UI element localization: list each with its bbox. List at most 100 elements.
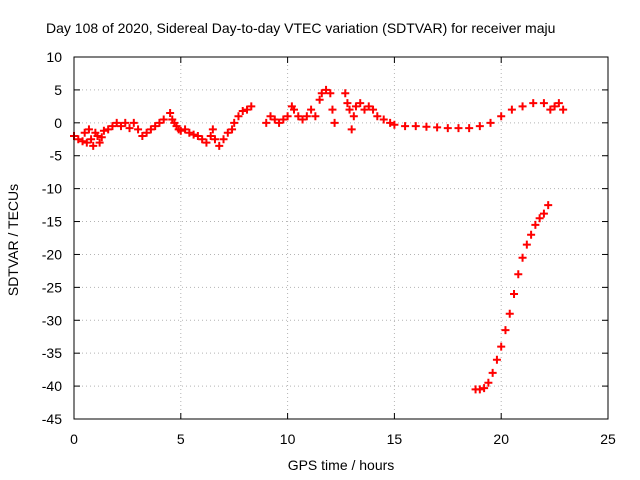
y-tick-label: 5: [54, 82, 62, 98]
x-tick-label: 10: [280, 431, 296, 447]
y-tick-label: 10: [46, 49, 62, 65]
chart-title: Day 108 of 2020, Sidereal Day-to-day VTE…: [46, 20, 555, 36]
data-point: [125, 124, 134, 133]
data-point: [480, 384, 489, 393]
data-point: [97, 133, 106, 142]
data-point: [307, 105, 316, 114]
data-point: [369, 105, 378, 114]
data-point: [347, 125, 356, 134]
data-point: [311, 112, 320, 121]
x-tick-label: 20: [493, 431, 509, 447]
data-point: [262, 118, 271, 127]
data-point: [315, 95, 324, 104]
data-point: [550, 102, 559, 111]
grid: [73, 56, 609, 420]
data-point: [93, 131, 102, 140]
data-point: [507, 105, 516, 114]
data-point: [345, 105, 354, 114]
data-point: [219, 135, 228, 144]
data-point: [134, 125, 143, 134]
data-point: [155, 118, 164, 127]
data-point: [230, 118, 239, 127]
data-point: [80, 128, 89, 137]
data-point: [475, 385, 484, 394]
data-point: [518, 253, 527, 262]
data-point: [559, 105, 568, 114]
data-point: [283, 112, 292, 121]
data-point: [330, 118, 339, 127]
data-point: [95, 138, 104, 147]
data-point: [138, 131, 147, 140]
data-point: [514, 270, 523, 279]
data-point: [356, 99, 365, 108]
data-point: [166, 108, 175, 117]
y-tick-label: -10: [42, 181, 62, 197]
data-point: [146, 125, 155, 134]
data-point: [112, 118, 121, 127]
data-point: [501, 326, 510, 335]
y-tick-label: -20: [42, 246, 62, 262]
y-tick-label: -45: [42, 411, 62, 427]
y-tick-label: -35: [42, 345, 62, 361]
y-axis-label: SDTVAR / TECUs: [5, 184, 21, 296]
data-point: [351, 102, 360, 111]
data-point: [82, 138, 91, 147]
y-tick-labels: 10 5 0 -5 -10 -15 -20 -25 -30 -35 -40 -45: [42, 49, 62, 427]
x-tick-label: 5: [177, 431, 185, 447]
data-point: [176, 126, 185, 135]
data-point: [302, 112, 311, 121]
data-point: [544, 201, 553, 210]
data-point: [443, 124, 452, 133]
data-point: [290, 105, 299, 114]
data-point: [298, 115, 307, 124]
data-point: [89, 141, 98, 150]
data-point: [121, 118, 130, 127]
data-point: [475, 122, 484, 131]
data-point: [206, 131, 215, 140]
y-tick-label: -40: [42, 378, 62, 394]
data-point: [379, 115, 388, 124]
data-point: [193, 131, 202, 140]
data-point: [539, 99, 548, 108]
data-point: [488, 368, 497, 377]
data-point: [492, 355, 501, 364]
y-tick-label: -15: [42, 214, 62, 230]
data-point: [529, 99, 538, 108]
data-point: [486, 118, 495, 127]
data-point: [401, 122, 410, 131]
data-point: [185, 128, 194, 137]
data-point: [454, 124, 463, 133]
data-point: [142, 128, 151, 137]
data-point: [159, 115, 168, 124]
data-point: [373, 112, 382, 121]
x-tick-label: 15: [387, 431, 403, 447]
data-point: [294, 112, 303, 121]
data-point: [317, 89, 326, 98]
data-point: [104, 125, 113, 134]
x-tick-labels: 0 5 10 15 20 25: [70, 431, 616, 447]
data-point: [433, 123, 442, 132]
data-point: [151, 122, 160, 131]
data-point: [270, 115, 279, 124]
data-point: [522, 240, 531, 249]
data-point: [181, 125, 190, 134]
data-point: [510, 289, 519, 298]
data-point: [215, 141, 224, 150]
data-point: [247, 102, 256, 111]
y-tick-label: -30: [42, 312, 62, 328]
y-tick-label: -5: [50, 148, 63, 164]
data-point: [223, 128, 232, 137]
data-point: [390, 120, 399, 129]
data-point: [129, 118, 138, 127]
data-point: [360, 105, 369, 114]
data-point: [116, 122, 125, 131]
data-point: [422, 122, 431, 131]
data-point: [349, 112, 358, 121]
data-point: [108, 122, 117, 131]
data-point: [78, 137, 87, 146]
data-point: [228, 125, 237, 134]
data-point: [74, 135, 83, 144]
data-point: [238, 106, 247, 115]
data-point: [527, 230, 536, 239]
